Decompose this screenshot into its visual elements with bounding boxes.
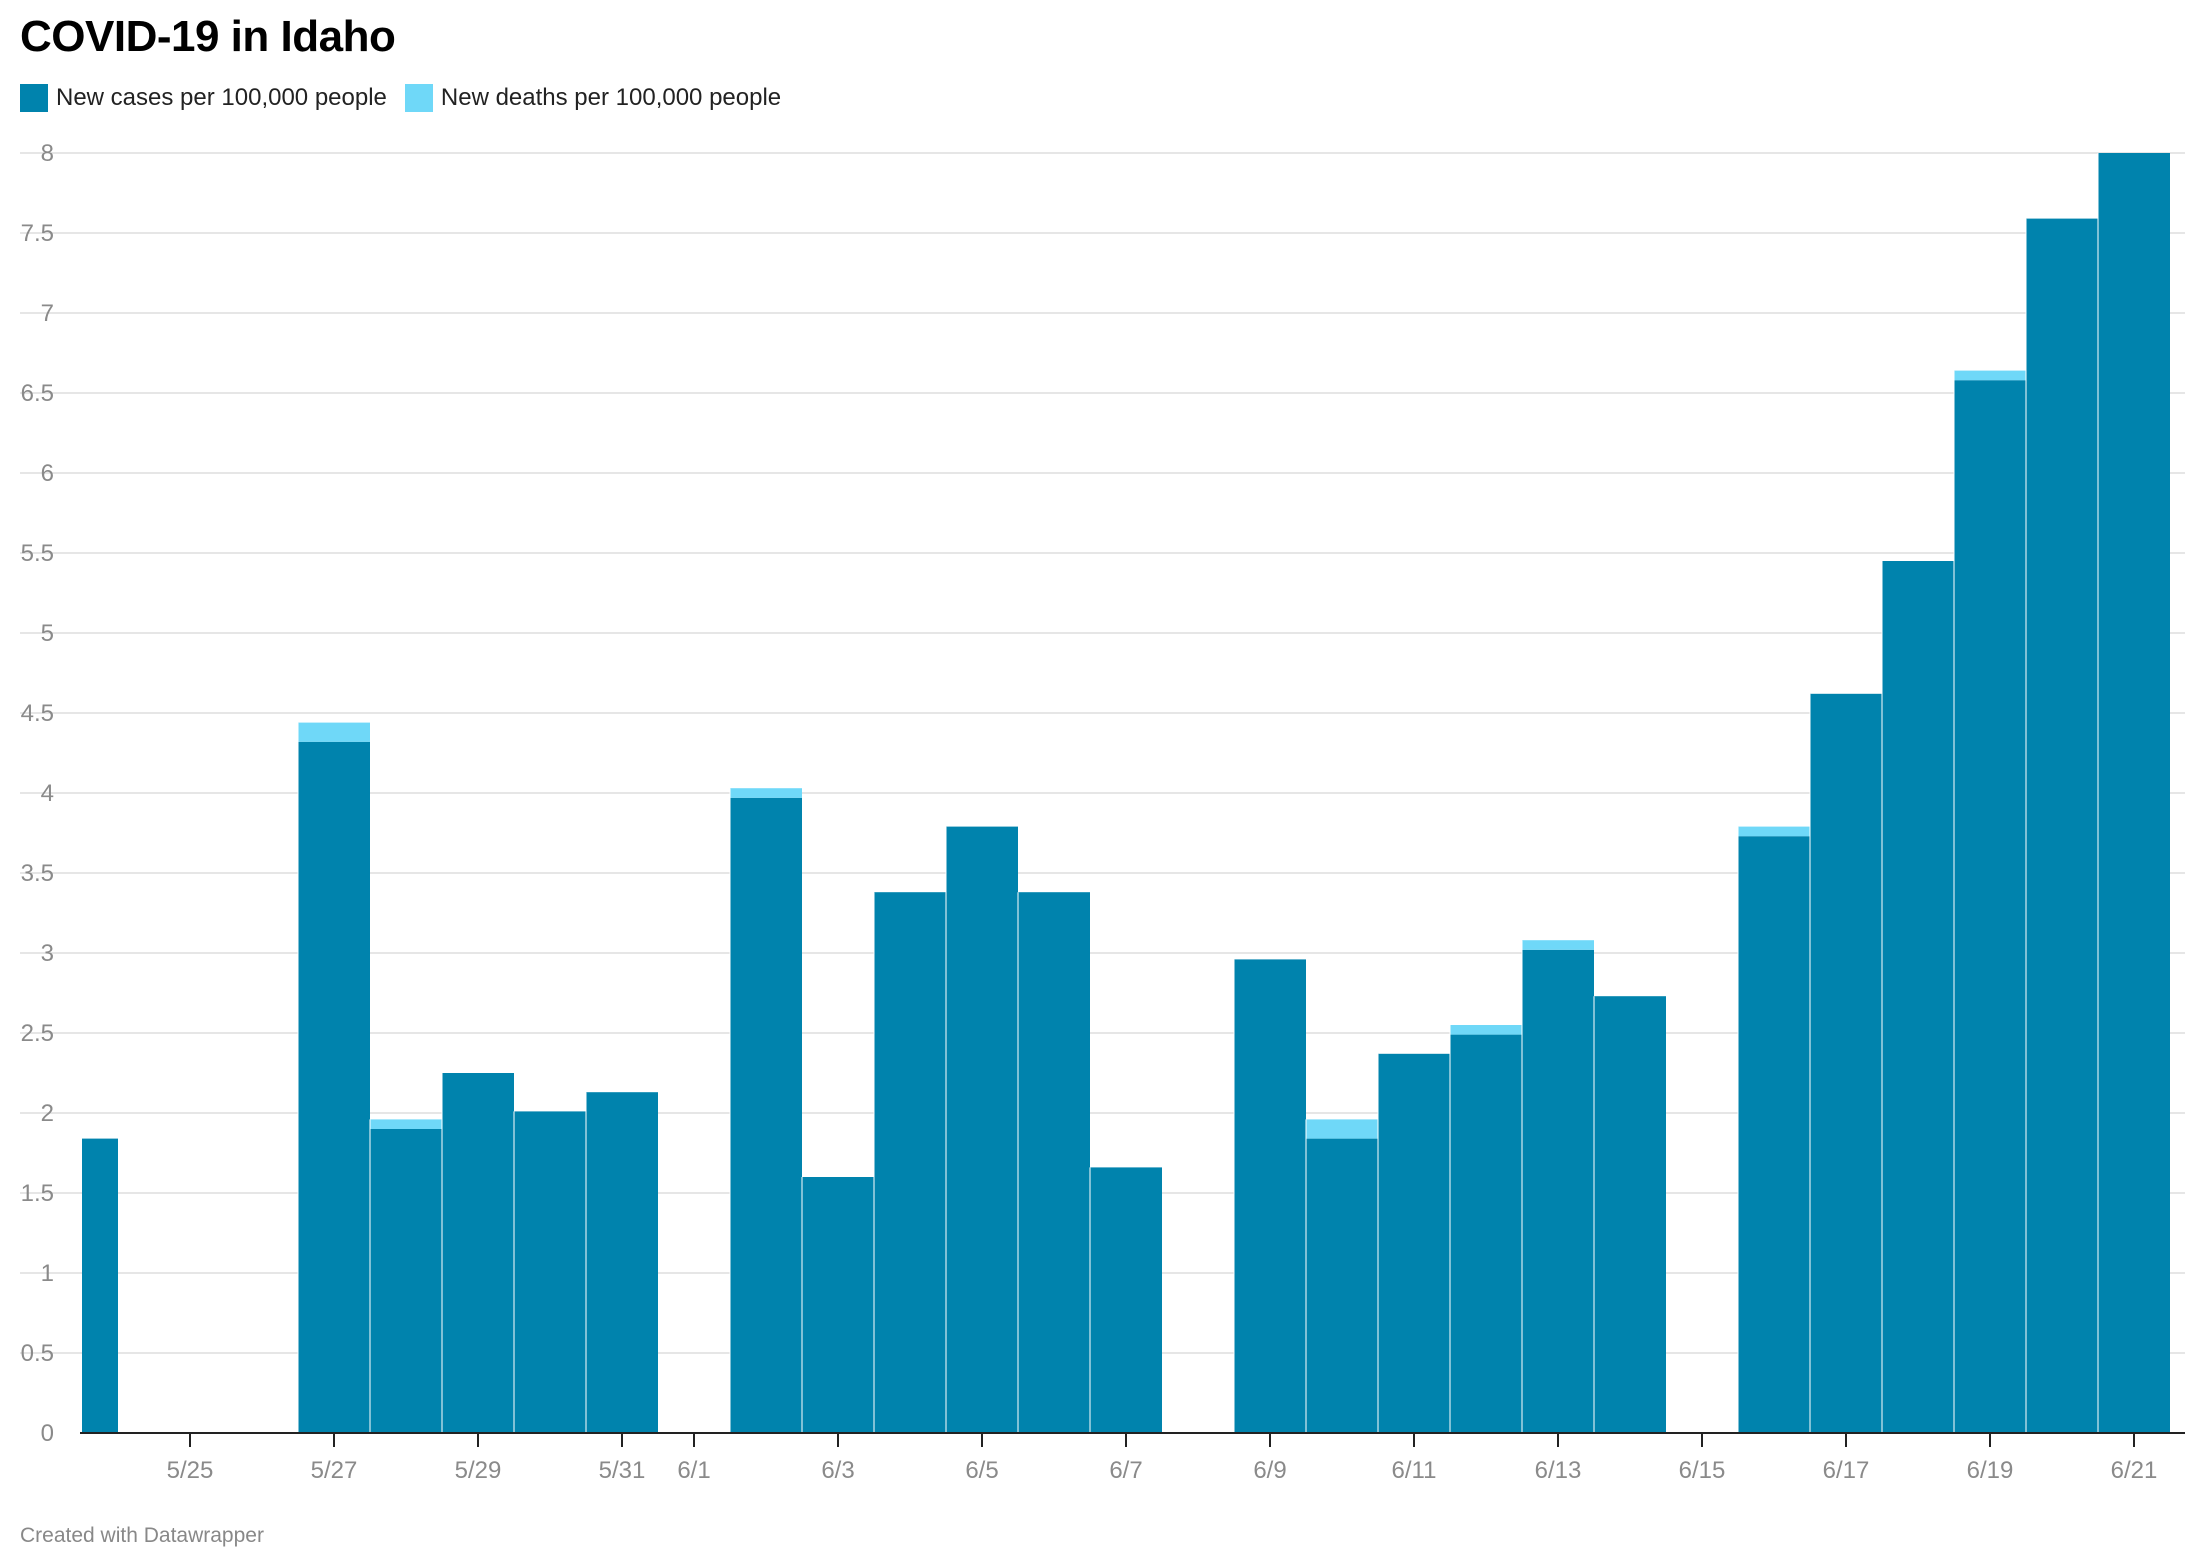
y-tick-label: 6 <box>41 460 54 487</box>
bar-cases <box>1810 693 1882 1433</box>
x-tick-label: 6/3 <box>821 1457 854 1484</box>
bar-cases <box>442 1073 514 1433</box>
legend-swatch-cases <box>20 84 48 112</box>
legend-label-cases: New cases per 100,000 people <box>56 84 387 111</box>
bar-cases <box>1018 892 1090 1433</box>
bar-cases <box>82 1138 118 1433</box>
y-tick-label: 4.5 <box>21 700 54 727</box>
legend-item-cases: New cases per 100,000 people <box>20 84 387 112</box>
y-tick-label: 7 <box>41 300 54 327</box>
x-tick-label: 6/17 <box>1823 1457 1870 1484</box>
bar-cases <box>514 1111 586 1433</box>
x-tick-label: 6/5 <box>965 1457 998 1484</box>
y-axis-ticks: 0 0.5 1 1.5 2 2.5 3 3.5 4 4.5 5 5.5 6 6.5 7 7.5 8 <box>21 140 54 1447</box>
y-tick-label: 3.5 <box>21 860 54 887</box>
y-tick-label: 1 <box>41 1260 54 1287</box>
y-tick-label: 5 <box>41 620 54 647</box>
legend-item-deaths: New deaths per 100,000 people <box>404 84 782 112</box>
legend-label-deaths: New deaths per 100,000 people <box>440 84 782 111</box>
bar-cases <box>1378 1053 1450 1433</box>
x-tick-label: 6/7 <box>1109 1457 1142 1484</box>
bar-cases <box>1450 1034 1522 1433</box>
x-tick-label: 6/15 <box>1679 1457 1726 1484</box>
x-tick-label: 6/13 <box>1535 1457 1582 1484</box>
bar-deaths <box>730 788 802 798</box>
bar-deaths <box>370 1119 442 1129</box>
bar-cases <box>2026 218 2098 1434</box>
x-tick-label: 5/27 <box>311 1457 358 1484</box>
y-tick-label: 1.5 <box>21 1180 54 1207</box>
x-tick-label: 6/21 <box>2111 1457 2158 1484</box>
y-tick-label: 6.5 <box>21 380 54 407</box>
x-tick-label: 6/19 <box>1967 1457 2014 1484</box>
y-tick-label: 8 <box>41 140 54 167</box>
bar-cases <box>1738 836 1810 1433</box>
bar-cases <box>298 741 370 1433</box>
bar-deaths <box>298 722 370 742</box>
y-tick-label: 7.5 <box>21 220 54 247</box>
y-tick-label: 4 <box>41 780 54 807</box>
y-tick-label: 2.5 <box>21 1020 54 1047</box>
y-tick-label: 0 <box>41 1420 54 1447</box>
bar-cases <box>802 1177 874 1433</box>
bar-cases <box>1234 959 1306 1433</box>
bar-deaths <box>1954 370 2026 381</box>
bar-cases <box>730 797 802 1433</box>
bar-cases <box>874 892 946 1433</box>
bar-deaths <box>1306 1119 1378 1139</box>
bar-cases <box>1522 949 1594 1433</box>
bar-deaths <box>1738 826 1810 837</box>
bar-cases <box>1090 1167 1162 1433</box>
footer-credit: Created with Datawrapper <box>20 1524 264 1547</box>
legend: New cases per 100,000 people New deaths … <box>20 84 799 112</box>
y-tick-label: 2 <box>41 1100 54 1127</box>
bar-deaths <box>1522 940 1594 950</box>
x-tick-label: 5/25 <box>167 1457 214 1484</box>
y-tick-label: 3 <box>41 940 54 967</box>
y-tick-label: 5.5 <box>21 540 54 567</box>
bar-cases <box>370 1129 442 1433</box>
x-axis-ticks: 5/25 5/27 5/29 5/31 6/1 6/3 6/5 6/7 6/9 6/11 6/13 6… <box>167 1433 2158 1484</box>
legend-swatch-deaths <box>404 84 433 112</box>
x-tick-label: 6/11 <box>1392 1457 1437 1484</box>
bars <box>82 153 2170 1434</box>
bar-cases <box>946 826 1018 1433</box>
bar-cases <box>1882 561 1954 1433</box>
x-tick-label: 5/29 <box>455 1457 502 1484</box>
chart-title: COVID-19 in Idaho <box>20 12 396 61</box>
bar-deaths <box>1450 1025 1522 1035</box>
bar-cases <box>1594 996 1666 1433</box>
bar-cases <box>1306 1138 1378 1433</box>
x-tick-label: 6/1 <box>677 1457 710 1484</box>
bar-cases <box>586 1092 658 1433</box>
y-tick-label: 0.5 <box>21 1340 54 1367</box>
x-tick-label: 6/9 <box>1253 1457 1286 1484</box>
bar-cases <box>2098 153 2170 1433</box>
bar-cases <box>1954 380 2026 1434</box>
x-tick-label: 5/31 <box>599 1457 646 1484</box>
